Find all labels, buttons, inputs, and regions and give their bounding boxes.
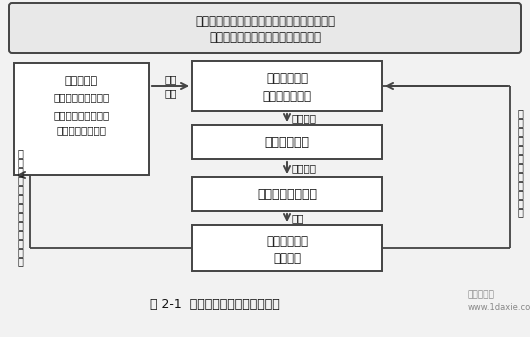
Text: 性: 性 xyxy=(17,256,23,266)
Text: 两化融合目标: 两化融合目标 xyxy=(264,135,310,149)
Text: 的可持续竞争优势: 的可持续竞争优势 xyxy=(57,125,107,135)
Text: 新型能力的要求: 新型能力的要求 xyxy=(262,91,312,103)
Text: 新型能力: 新型能力 xyxy=(273,252,301,265)
Text: 第一代写网: 第一代写网 xyxy=(468,290,495,300)
Bar xyxy=(14,63,149,175)
Text: 的: 的 xyxy=(17,229,23,239)
Text: 评: 评 xyxy=(517,126,523,136)
Text: 合: 合 xyxy=(17,247,23,257)
Text: 两化融合实施过程: 两化融合实施过程 xyxy=(257,187,317,201)
Text: 能: 能 xyxy=(17,211,23,221)
Text: 力: 力 xyxy=(517,171,523,181)
Text: 图 2-1  两化融合管理体系实现路径: 图 2-1 两化融合管理体系实现路径 xyxy=(150,299,280,311)
Text: 定位: 定位 xyxy=(164,88,176,98)
Bar xyxy=(192,177,382,211)
Text: 跟: 跟 xyxy=(517,108,523,118)
Text: 估: 估 xyxy=(517,135,523,145)
Text: （出发点和落脚点）: （出发点和落脚点） xyxy=(54,92,110,102)
Text: 围绕获取可持续竞争优势部署和推进两化融合: 围绕获取可持续竞争优势部署和推进两化融合 xyxy=(195,15,335,28)
Text: 能: 能 xyxy=(517,162,523,172)
Text: 踪: 踪 xyxy=(17,157,23,167)
Text: 获取与企业战略匹配: 获取与企业战略匹配 xyxy=(54,110,110,120)
Text: 信息化环境下: 信息化环境下 xyxy=(266,72,308,85)
Text: www.1daxie.com: www.1daxie.com xyxy=(468,303,530,311)
Text: 实现两化融合的闭环控制和良性循环: 实现两化融合的闭环控制和良性循环 xyxy=(209,31,321,44)
Text: 评: 评 xyxy=(17,166,23,176)
Bar xyxy=(192,125,382,159)
Text: 踪: 踪 xyxy=(517,117,523,127)
Text: 形成: 形成 xyxy=(291,213,304,223)
Text: 信息化环境下: 信息化环境下 xyxy=(266,235,308,248)
Text: 成: 成 xyxy=(517,189,523,199)
Text: 预: 预 xyxy=(517,144,523,154)
Text: 形: 形 xyxy=(17,193,23,203)
Bar xyxy=(192,225,382,271)
Text: 期: 期 xyxy=(517,153,523,163)
Text: 况: 况 xyxy=(517,207,523,217)
Text: 估: 估 xyxy=(17,175,23,185)
Text: 规范控制: 规范控制 xyxy=(291,163,316,173)
Text: 形: 形 xyxy=(517,180,523,190)
FancyBboxPatch shape xyxy=(9,3,521,53)
Bar xyxy=(192,61,382,111)
Text: 符: 符 xyxy=(17,238,23,248)
Text: 关注焦点：: 关注焦点： xyxy=(65,76,98,86)
Text: 策划提出: 策划提出 xyxy=(291,113,316,123)
Text: 情: 情 xyxy=(517,198,523,208)
Text: 成: 成 xyxy=(17,202,23,212)
Text: 准确: 准确 xyxy=(164,74,176,84)
Text: 所: 所 xyxy=(17,184,23,194)
Text: 跟: 跟 xyxy=(17,148,23,158)
Text: 力: 力 xyxy=(17,220,23,230)
